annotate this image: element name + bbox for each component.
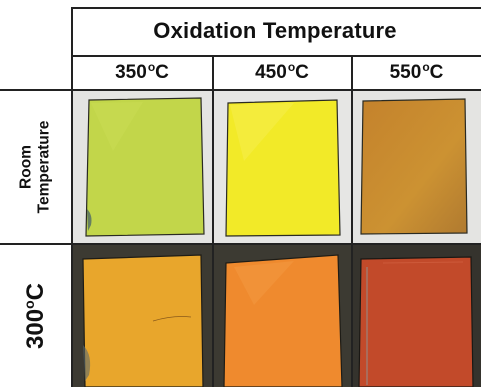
sample-photo-300c-450 (214, 245, 351, 387)
grid-line (351, 55, 353, 387)
sample-photo-rt-450 (214, 91, 351, 243)
sample-photo-300c-350 (73, 245, 212, 387)
column-label-350: 350 o C (115, 59, 169, 83)
sample-image (82, 254, 204, 387)
row-label-300c: 300oC (20, 282, 49, 349)
sample-photo-rt-550 (353, 91, 481, 243)
sample-photo-300c-550 (353, 245, 481, 387)
row-label-room-temperature: Room Temperature (17, 120, 53, 213)
sample-image (225, 99, 341, 237)
sample-image (85, 97, 205, 237)
sample-photo-rt-350 (73, 91, 212, 243)
grid-line (0, 89, 481, 91)
grid-line (71, 7, 73, 387)
sample-image (223, 254, 343, 387)
sample-image (360, 98, 468, 235)
sample-image (358, 256, 474, 387)
grid-line (71, 7, 481, 9)
header-title: Oxidation Temperature (153, 18, 397, 43)
column-label-550: 550 o C (389, 59, 444, 83)
column-label-450: 450 o C (255, 59, 309, 83)
grid-line (212, 55, 214, 387)
grid-line (71, 55, 481, 57)
grid-line (0, 243, 481, 245)
